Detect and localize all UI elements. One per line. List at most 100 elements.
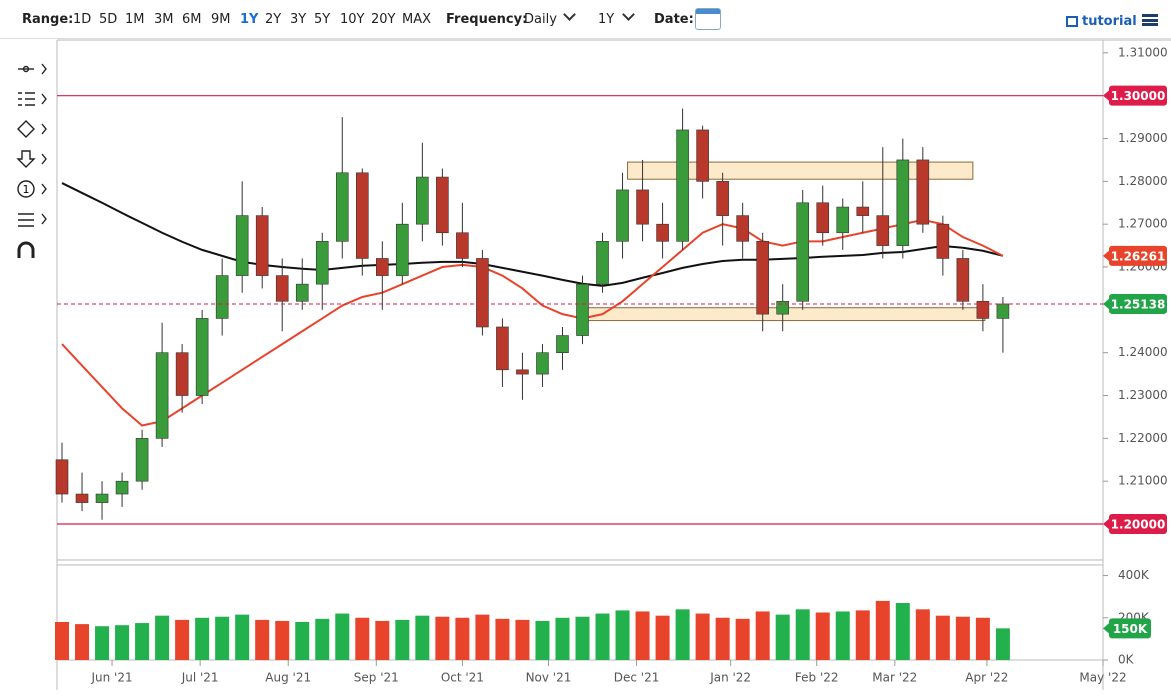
candle-body	[215, 275, 229, 319]
tool-arrow[interactable]	[16, 150, 36, 168]
candle-body	[696, 129, 709, 182]
volume-bar	[195, 617, 210, 660]
volume-bar	[615, 610, 630, 660]
volume-bar	[595, 613, 610, 660]
candle-body	[796, 202, 810, 302]
candle-body	[235, 215, 249, 276]
volume-bar	[235, 614, 250, 660]
candle-body	[55, 459, 69, 495]
range-button[interactable]: 6M	[182, 12, 202, 27]
volume-bar	[175, 619, 190, 660]
candle-body	[816, 202, 830, 234]
menu-button[interactable]	[1142, 14, 1158, 26]
volume-bar	[255, 619, 270, 660]
x-tick-label: Dec '21	[614, 671, 660, 685]
x-tick-label: Nov '21	[526, 671, 572, 685]
volume-bar	[475, 614, 490, 660]
candle-body	[195, 318, 209, 396]
y-tick-label: 1.24000	[1118, 345, 1168, 359]
volume-bar	[815, 612, 830, 660]
candle-body	[456, 232, 469, 259]
candle-body	[836, 206, 850, 234]
volume-bar	[695, 613, 710, 660]
x-tick-label: May '22	[1079, 671, 1126, 685]
candle-body	[716, 181, 729, 216]
moving-average-tag-label: 1.26261	[1111, 249, 1166, 263]
candle-body	[996, 303, 1010, 319]
volume-bar	[75, 624, 90, 660]
x-tick-label: Jun '21	[90, 671, 132, 685]
volume-bar	[935, 615, 950, 660]
volume-bar	[135, 623, 150, 660]
y-tick-label: 1.22000	[1118, 431, 1168, 445]
volume-bar	[115, 625, 130, 660]
candle-body	[556, 335, 569, 353]
x-tick-label: Jan '22	[709, 671, 751, 685]
range-button[interactable]: 1D	[73, 12, 92, 27]
volume-bar	[375, 620, 390, 660]
y-tick-label: 1.23000	[1118, 388, 1168, 402]
candle-body	[95, 493, 109, 503]
range-button[interactable]: 1Y	[240, 12, 259, 27]
candle-body	[376, 258, 389, 276]
frequency-select[interactable]: Daily	[524, 12, 557, 27]
range-button[interactable]: 5Y	[314, 12, 331, 27]
candle-body	[876, 215, 890, 246]
volume-bar	[895, 603, 910, 660]
candle-body	[115, 480, 129, 495]
candle-body	[956, 258, 970, 302]
last-price-tag-label: 1.25138	[1111, 297, 1166, 311]
range-button[interactable]: 20Y	[371, 12, 396, 27]
volume-bar	[535, 620, 550, 660]
range-button[interactable]: 1M	[125, 12, 145, 27]
tool-measure[interactable]	[18, 213, 34, 227]
tool-count[interactable]	[17, 180, 35, 198]
range-button[interactable]: 10Y	[340, 12, 365, 27]
range-button[interactable]: 3Y	[290, 12, 307, 27]
range-button[interactable]: 2Y	[265, 12, 282, 27]
y-tick-label: 1.21000	[1118, 474, 1168, 488]
reference-tag-point	[1103, 89, 1110, 102]
period-select[interactable]: 1Y	[598, 12, 615, 27]
volume-tag	[1109, 618, 1151, 639]
tutorial-link[interactable]: tutorial	[1082, 14, 1137, 29]
volume-bar	[355, 617, 370, 660]
candle-body	[155, 352, 169, 439]
x-tick-label: Jul '21	[181, 671, 219, 685]
tool-shape[interactable]	[17, 120, 35, 138]
volume-bar	[515, 619, 530, 660]
volume-bar	[755, 611, 770, 660]
volume-bar	[455, 617, 470, 660]
dropdown-chevron[interactable]	[622, 8, 635, 21]
date-picker[interactable]	[695, 8, 721, 30]
tool-fib[interactable]	[18, 92, 35, 106]
volume-bar	[775, 614, 790, 660]
range-button[interactable]: MAX	[402, 12, 432, 27]
dropdown-chevron[interactable]	[563, 8, 576, 21]
range-button[interactable]: 5D	[99, 12, 118, 27]
volume-tick-label: 0K	[1118, 653, 1135, 667]
volume-bar	[955, 616, 970, 660]
x-tick-label: Oct '21	[441, 671, 484, 685]
volume-bar	[415, 615, 430, 660]
candle-body	[496, 326, 509, 371]
range-button[interactable]: 3M	[154, 12, 174, 27]
tool-count-glyph: 1	[23, 183, 30, 196]
volume-tag-label: 150K	[1113, 622, 1148, 636]
candle-body	[315, 241, 329, 285]
candle-body	[135, 438, 149, 482]
volume-bar	[855, 610, 870, 660]
range-button[interactable]: 9M	[211, 12, 231, 27]
last-price-tag	[1109, 293, 1167, 314]
candle-body	[255, 215, 269, 276]
reference-tag-label: 1.30000	[1111, 89, 1166, 103]
y-tick-label: 1.28000	[1118, 174, 1168, 188]
reference-tag	[1109, 85, 1167, 106]
candle-body	[616, 189, 629, 242]
tool-magnet[interactable]	[17, 241, 35, 258]
candle-body	[896, 159, 910, 246]
volume-bar	[835, 611, 850, 660]
x-tick-label: Mar '22	[872, 671, 917, 685]
range-label: Range:	[22, 12, 74, 27]
